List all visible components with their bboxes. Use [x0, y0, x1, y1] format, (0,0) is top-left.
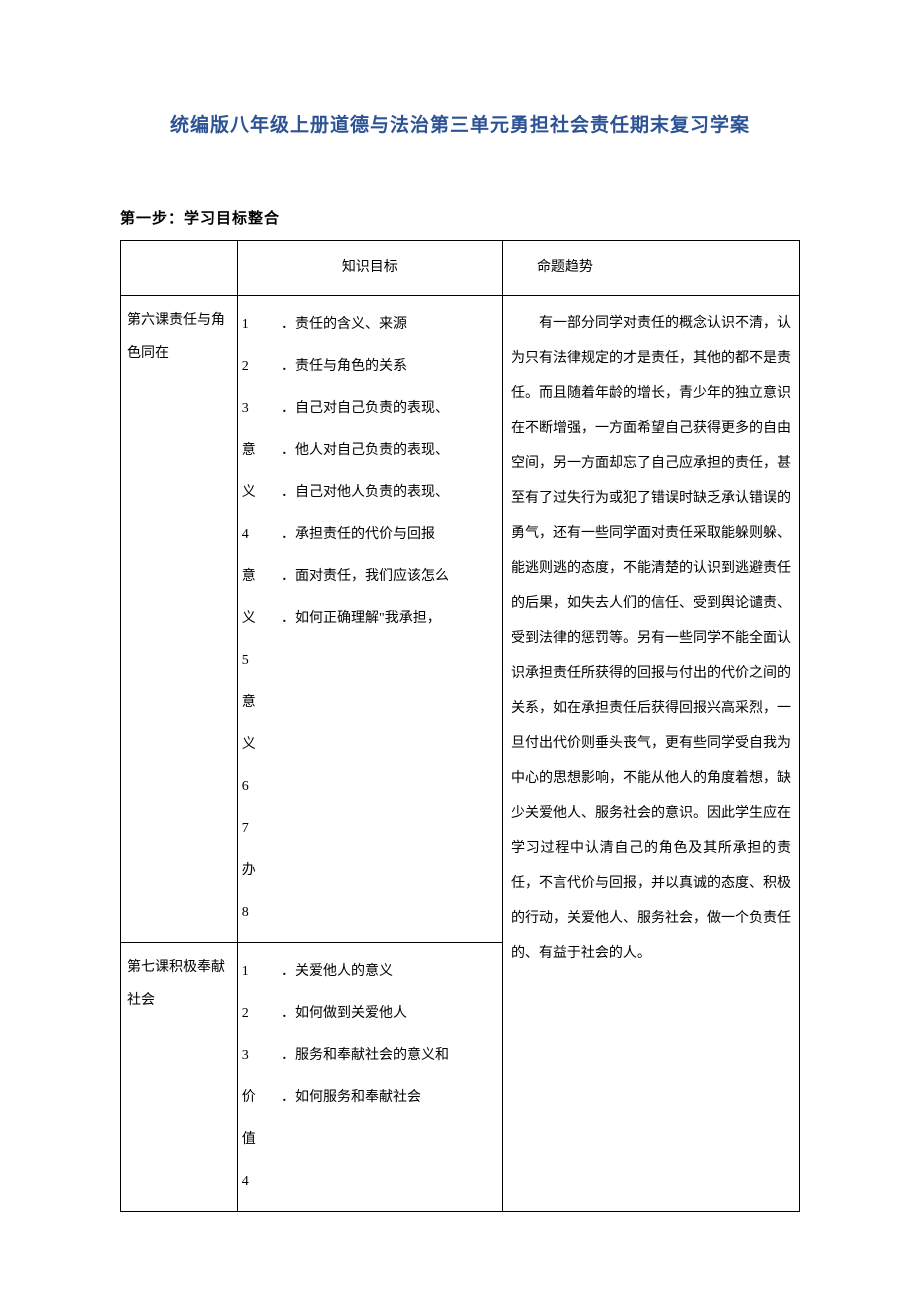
knowledge-cell: ．关爱他人的意义 ．如何做到关爱他人 ．服务和奉献社会的意义和 ．如何服务和奉献… — [269, 942, 502, 1211]
num-cell: 1 2 3 价 值 4 — [237, 942, 269, 1211]
item-text: ．责任的含义、来源 — [281, 304, 496, 346]
item-text: ．责任与角色的关系 — [281, 346, 496, 388]
item-num: 办 — [242, 850, 269, 892]
item-num: 3 — [242, 1035, 269, 1077]
header-knowledge: 知识目标 — [237, 241, 502, 296]
item-num: 5 — [242, 640, 269, 682]
item-text: ．承担责任的代价与回报 — [281, 514, 496, 556]
item-num: 6 — [242, 766, 269, 808]
item-text: ．如何做到关爱他人 — [281, 993, 496, 1035]
item-num: 1 — [242, 304, 269, 346]
item-num: 价 — [242, 1077, 269, 1119]
knowledge-cell: ．责任的含义、来源 ．责任与角色的关系 ．自己对自己负责的表现、 ．他人对自己负… — [269, 295, 502, 942]
item-num: 值 — [242, 1119, 269, 1161]
item-text: ．如何正确理解"我承担， — [281, 598, 496, 640]
item-num: 意义 — [242, 556, 269, 640]
item-num: 7 — [242, 808, 269, 850]
item-text: ．服务和奉献社会的意义和 — [281, 1035, 496, 1077]
table-row: 第六课责任与角色同在 1 2 3 意义 4 意义 5 意义 6 7 办 8 ．责… — [121, 295, 800, 942]
item-text: ．自己对他人负责的表现、 — [281, 472, 496, 514]
item-num: 4 — [242, 1161, 269, 1203]
item-num: 2 — [242, 993, 269, 1035]
header-trend: 命题趋势 — [502, 241, 799, 296]
item-text: ．自己对自己负责的表现、 — [281, 388, 496, 430]
item-num: 意义 — [242, 430, 269, 514]
item-num: 3 — [242, 388, 269, 430]
section-header: 第一步：学习目标整合 — [120, 207, 800, 228]
item-text: ．他人对自己负责的表现、 — [281, 430, 496, 472]
num-cell: 1 2 3 意义 4 意义 5 意义 6 7 办 8 — [237, 295, 269, 942]
item-num: 8 — [242, 892, 269, 934]
lesson-cell: 第七课积极奉献社会 — [121, 942, 238, 1211]
item-text: ．如何服务和奉献社会 — [281, 1077, 496, 1119]
item-num: 1 — [242, 951, 269, 993]
trend-cell: 有一部分同学对责任的概念认识不清，认为只有法律规定的才是责任，其他的都不是责任。… — [502, 295, 799, 1211]
study-table: 知识目标 命题趋势 第六课责任与角色同在 1 2 3 意义 4 意义 5 意义 … — [120, 240, 800, 1212]
lesson-cell: 第六课责任与角色同在 — [121, 295, 238, 942]
item-text: ．面对责任，我们应该怎么 — [281, 556, 496, 598]
item-text: ．关爱他人的意义 — [281, 951, 496, 993]
table-header-row: 知识目标 命题趋势 — [121, 241, 800, 296]
document-title: 统编版八年级上册道德与法治第三单元勇担社会责任期末复习学案 — [120, 110, 800, 137]
item-num: 4 — [242, 514, 269, 556]
item-num: 意义 — [242, 682, 269, 766]
header-lesson — [121, 241, 238, 296]
item-num: 2 — [242, 346, 269, 388]
